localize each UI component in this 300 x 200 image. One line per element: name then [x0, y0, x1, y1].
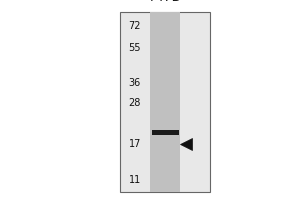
Bar [150, 12, 180, 192]
Text: 36: 36 [129, 78, 141, 88]
Text: 55: 55 [128, 43, 141, 53]
Text: 11: 11 [129, 175, 141, 185]
Text: T47D: T47D [148, 0, 182, 4]
Bar [120, 12, 210, 192]
Text: 72: 72 [128, 21, 141, 31]
Bar [152, 130, 178, 135]
Text: 28: 28 [129, 98, 141, 108]
Text: 17: 17 [129, 139, 141, 149]
